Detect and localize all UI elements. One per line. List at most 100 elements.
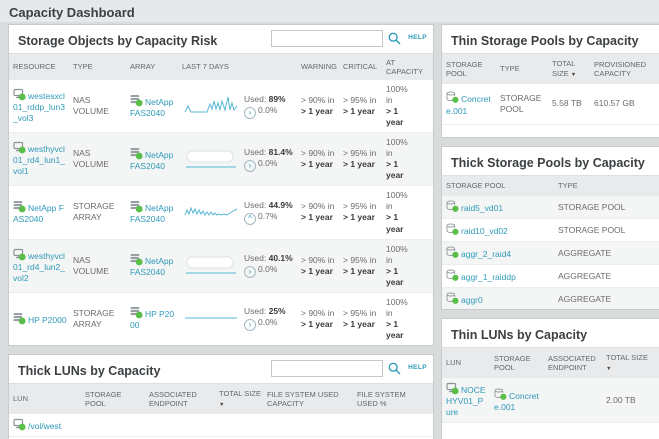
pool-link[interactable]: aggr0 bbox=[461, 295, 483, 306]
critical-eta: > 1 year bbox=[343, 265, 375, 276]
col-at-capacity[interactable]: AT CAPACITY bbox=[386, 57, 423, 76]
array-icon bbox=[13, 312, 26, 325]
col-resource[interactable]: RESOURCE bbox=[13, 62, 56, 72]
thick-pools-table-header: STORAGE POOL TYPE bbox=[442, 175, 659, 196]
used-label: Used: bbox=[244, 253, 267, 264]
storage-object-row: NetApp FAS2040 STORAGE ARRAY NetApp FAS2… bbox=[9, 186, 433, 240]
type-cell: STORAGE POOL bbox=[558, 224, 626, 235]
endpoint-cell bbox=[544, 396, 602, 404]
array-icon bbox=[130, 200, 143, 213]
volume-icon bbox=[13, 142, 26, 155]
pool-link[interactable]: raid5_vd01 bbox=[461, 203, 504, 213]
sort-desc-icon: ▼ bbox=[570, 71, 577, 78]
array-icon bbox=[13, 200, 26, 213]
warning-threshold: > 90% in bbox=[301, 307, 335, 318]
warning-eta: > 1 year bbox=[301, 106, 333, 117]
help-link[interactable]: HELP bbox=[408, 34, 427, 41]
sparkline-chart bbox=[186, 256, 236, 274]
array-link[interactable]: HP P2000 bbox=[130, 309, 175, 331]
pool-link[interactable]: aggr_1_raiddp bbox=[461, 272, 516, 283]
pool-link[interactable]: raid10_vd02 bbox=[461, 226, 508, 237]
used-value: 25% bbox=[268, 306, 286, 317]
used-label: Used: bbox=[244, 199, 267, 210]
panel-title: Storage Objects by Capacity Risk bbox=[18, 34, 218, 48]
panel-thin-pools: Thin Storage Pools by Capacity STORAGE P… bbox=[441, 24, 659, 138]
type-cell: STORAGE POOL bbox=[500, 92, 542, 114]
resource-link[interactable]: westesxcl01_rddp_lun3_vol3 bbox=[13, 91, 65, 124]
type-cell: NAS VOLUME bbox=[73, 95, 109, 117]
warning-eta: > 1 year bbox=[301, 212, 333, 223]
panel-title: Thick LUNs by Capacity bbox=[18, 364, 161, 378]
col-lun[interactable]: LUN bbox=[13, 394, 29, 404]
storage-pool-icon bbox=[494, 388, 507, 400]
pool-link[interactable]: aggr_2_raid4 bbox=[461, 249, 512, 260]
col-type[interactable]: TYPE bbox=[73, 62, 93, 72]
total-size-cell: 2.00 TB bbox=[606, 394, 636, 405]
resource-link[interactable]: westhyvcl01_rd4_lun2_vol2 bbox=[13, 250, 65, 283]
panel-thin-pools-header: Thin Storage Pools by Capacity bbox=[442, 25, 659, 53]
col-warning[interactable]: WARNING bbox=[301, 62, 337, 72]
help-link[interactable]: HELP bbox=[408, 364, 427, 371]
col-last7days[interactable]: LAST 7 DAYS bbox=[182, 62, 229, 72]
col-critical[interactable]: CRITICAL bbox=[343, 62, 378, 72]
used-label: Used: bbox=[244, 146, 267, 157]
col-fs-used-pct[interactable]: FILE SYSTEM USED % bbox=[357, 389, 406, 408]
pool-link[interactable]: Concrete.001 bbox=[494, 390, 539, 412]
panel-title: Thin LUNs by Capacity bbox=[451, 328, 588, 342]
col-total-size: TOTAL SIZE ▼ bbox=[219, 389, 261, 408]
col-provisioned-capacity[interactable]: PROVISIONED CAPACITY bbox=[594, 59, 647, 78]
thin-luns-table-header: LUN STORAGE POOL ASSOCIATED ENDPOINT TOT… bbox=[442, 347, 659, 378]
type-cell: STORAGE POOL bbox=[558, 201, 626, 212]
volume-icon bbox=[13, 248, 26, 261]
col-storage-pool[interactable]: STORAGE POOL bbox=[494, 353, 531, 372]
resource-link[interactable]: westhyvcl01_rd4_lun1_vol1 bbox=[13, 144, 65, 177]
sort-desc-icon: ▼ bbox=[219, 401, 225, 408]
col-array[interactable]: ARRAY bbox=[130, 62, 156, 72]
col-storage-pool[interactable]: STORAGE POOL bbox=[85, 389, 122, 408]
col-type[interactable]: TYPE bbox=[500, 64, 520, 74]
col-associated-endpoint[interactable]: ASSOCIATED ENDPOINT bbox=[548, 353, 596, 372]
panel-thin-luns-header: Thin LUNs by Capacity bbox=[442, 319, 659, 347]
trend-value: 0.0% bbox=[258, 104, 278, 115]
array-link[interactable]: NetApp FAS2040 bbox=[130, 96, 174, 118]
storage-object-row: westhyvcl01_rd4_lun2_vol2 NAS VOLUME Net… bbox=[9, 239, 433, 293]
lun-link[interactable]: /vol/west bbox=[28, 421, 62, 431]
critical-eta: > 1 year bbox=[343, 106, 375, 117]
storage-objects-table-header: RESOURCE TYPE ARRAY LAST 7 DAYS WARNING … bbox=[9, 53, 433, 80]
thick-pool-row: aggr0 AGGREGATE bbox=[442, 288, 659, 309]
col-associated-endpoint[interactable]: ASSOCIATED ENDPOINT bbox=[149, 389, 197, 408]
thick-luns-search-input[interactable] bbox=[271, 360, 383, 377]
panel-storage-objects-header: Storage Objects by Capacity Risk HELP bbox=[9, 25, 433, 53]
lun-link[interactable]: NOCEHYV01_Pure bbox=[446, 385, 486, 418]
array-link[interactable]: NetApp FAS2040 bbox=[130, 149, 174, 171]
col-storage-pool[interactable]: STORAGE POOL bbox=[446, 181, 506, 191]
used-value: 81.4% bbox=[268, 146, 293, 157]
array-icon bbox=[130, 147, 143, 160]
type-cell: AGGREGATE bbox=[558, 247, 612, 258]
col-fs-used-capacity[interactable]: FILE SYSTEM USED CAPACITY bbox=[267, 389, 339, 408]
thick-lun-row: /vol/west bbox=[9, 414, 433, 438]
sort-desc-icon: ▼ bbox=[606, 365, 612, 372]
used-value: 40.1% bbox=[268, 253, 293, 264]
pool-link[interactable]: Concrete.001 bbox=[446, 94, 491, 116]
volume-icon bbox=[13, 88, 26, 102]
sparkline-chart bbox=[184, 96, 238, 113]
search-icon[interactable] bbox=[388, 32, 401, 45]
storage-objects-search-input[interactable] bbox=[271, 30, 383, 47]
col-storage-pool[interactable]: STORAGE POOL bbox=[446, 59, 483, 78]
array-link[interactable]: NetApp FAS2040 bbox=[130, 256, 174, 278]
type-cell: AGGREGATE bbox=[558, 293, 612, 304]
array-link[interactable]: NetApp FAS2040 bbox=[130, 202, 174, 224]
col-type[interactable]: TYPE bbox=[558, 181, 578, 191]
warning-eta: > 1 year bbox=[301, 265, 333, 276]
col-lun[interactable]: LUN bbox=[446, 358, 462, 368]
search-icon[interactable] bbox=[388, 362, 401, 375]
resource-link[interactable]: NetApp FAS2040 bbox=[13, 202, 64, 224]
resource-link[interactable]: HP P2000 bbox=[28, 314, 67, 325]
storage-pool-icon bbox=[446, 269, 459, 282]
storage-object-row: westhyvcl01_rd4_lun1_vol1 NAS VOLUME Net… bbox=[9, 133, 433, 187]
used-value: 44.9% bbox=[268, 199, 293, 210]
capacity-eta: > 1 year bbox=[386, 159, 404, 181]
sparkline-chart bbox=[186, 150, 236, 168]
trend-value: 0.0% bbox=[258, 317, 278, 328]
